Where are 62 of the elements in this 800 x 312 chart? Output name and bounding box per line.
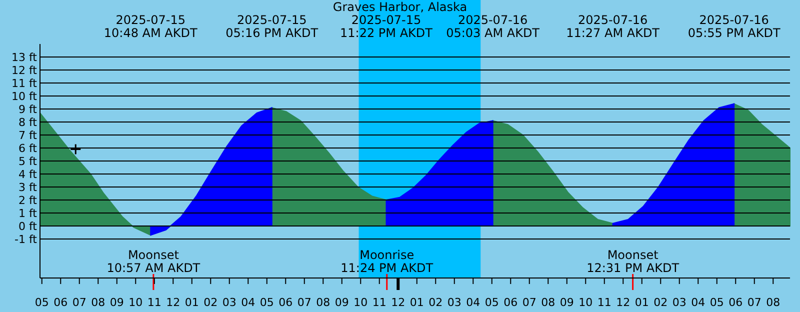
y-tick-label: 13 ft [12,50,38,64]
x-tick-label: 02 [204,296,218,309]
x-tick-label: 12 [391,296,406,309]
x-tick-label: 04 [466,296,480,309]
x-tick-label: 04 [691,296,706,309]
y-tick-label: -1 ft [14,232,38,246]
x-tick-label: 03 [222,296,236,309]
y-tick-label: 7 ft [18,128,38,142]
x-tick-label: 08 [91,296,106,309]
x-tick-label: 04 [241,296,256,309]
x-tick-label: 11 [597,296,612,309]
x-tick-label: 08 [541,296,556,309]
x-tick-label: 02 [654,296,668,309]
x-tick-label: 02 [428,296,443,309]
x-tick-label: 03 [672,296,686,309]
y-tick-label: 3 ft [18,180,38,194]
x-tick-label: 01 [410,296,424,309]
x-tick-label: 10 [354,296,368,309]
x-tick-label: 12 [616,296,630,309]
x2-tick-label: 2025-07-15 10:48 AM AKDT [104,13,198,40]
y-tick-label: 11 ft [12,76,38,90]
x2-tick-label: 2025-07-16 05:55 PM AKDT [688,13,781,40]
x-tick-label: 10 [578,296,593,309]
x-tick-label: 07 [522,296,536,309]
y-tick-label: 12 ft [12,64,38,77]
x-tick-label: 11 [147,296,162,309]
x-tick-label: 09 [334,296,349,309]
y-tick-label: 9 ft [18,102,38,116]
x-tick-label: 09 [560,296,574,309]
y-tick-label: 5 ft [18,154,38,168]
x-tick-label: 10 [128,296,143,309]
x-tick-label: 05 [484,296,499,309]
x-tick-label: 06 [54,296,68,309]
x2-tick-label: 2025-07-15 05:16 PM AKDT [226,13,319,40]
ref-line-label: Moonset 10:57 AM AKDT [106,248,201,275]
x-tick-label: 05 [260,296,274,309]
x-tick-label: 11 [372,296,386,309]
x-tick-label: 06 [504,296,518,309]
x-tick-label: 05 [710,296,724,309]
ref-line-label: Moonrise 11:24 PM AKDT [340,248,434,275]
x-tick-label: 12 [166,296,180,309]
x-tick-label: 08 [316,296,330,309]
x-tick-label: 07 [297,296,312,309]
x-tick-label: 07 [747,296,762,309]
x-tick-label: 06 [278,296,293,309]
x-tick-label: 07 [72,296,86,309]
y-tick-label: 6 ft [18,142,38,155]
x-tick-label: 01 [184,296,199,309]
x-tick-label: 09 [110,296,124,309]
y-tick-label: 2 ft [18,194,38,207]
x-tick-label: 05 [34,296,49,309]
y-tick-label: 4 ft [18,168,38,181]
ref-line-label: Moonset 12:31 PM AKDT [586,248,680,275]
y-tick-label: 1 ft [18,206,38,220]
y-tick-label: 10 ft [12,90,38,103]
x-tick-label: 01 [634,296,649,309]
x2-tick-label: 2025-07-16 11:27 AM AKDT [566,13,660,40]
y-tick-label: 8 ft [18,116,38,129]
x-tick-label: 06 [728,296,743,309]
x-tick-label: 08 [766,296,780,309]
x-tick-label: 03 [447,296,462,309]
y-tick-label: 0 ft [18,220,38,233]
